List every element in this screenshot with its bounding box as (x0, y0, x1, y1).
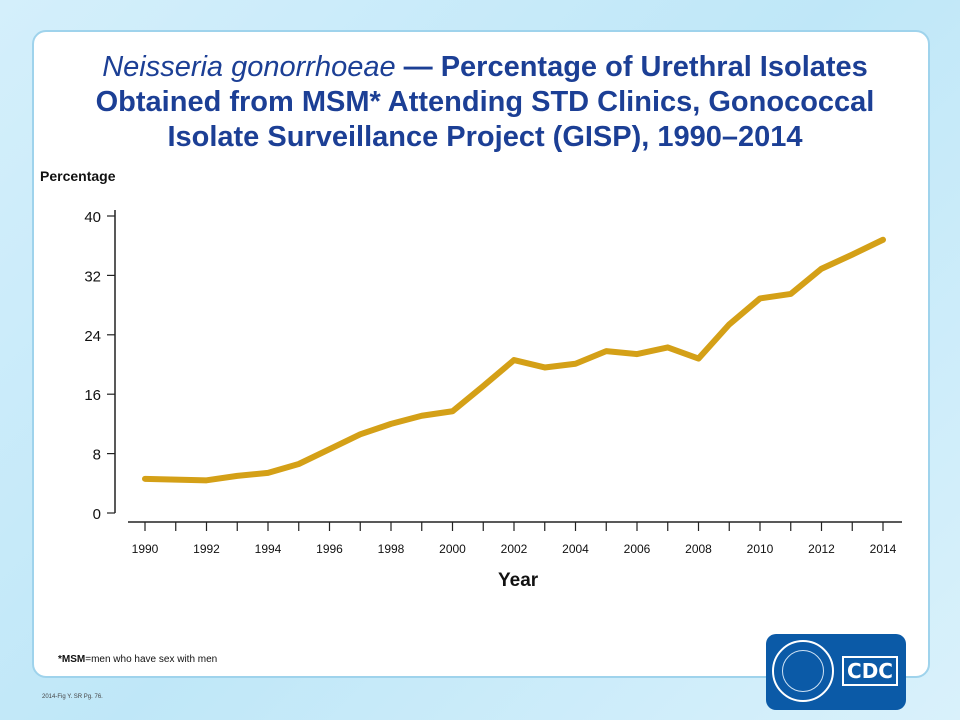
x-tick-label: 2004 (562, 542, 589, 556)
x-axis-label: Year (498, 570, 539, 591)
data-point (696, 356, 701, 362)
data-point (204, 477, 209, 483)
slide-panel (32, 30, 930, 678)
x-tick-label: 2014 (870, 542, 897, 556)
chart-title: Neisseria gonorrhoeae — Percentage of Ur… (60, 50, 910, 155)
y-tick-label: 40 (84, 209, 101, 226)
y-tick-label: 0 (93, 506, 101, 523)
cdc-logo-text: CDC (842, 656, 898, 686)
data-point (450, 408, 455, 414)
hhs-seal-icon (772, 640, 834, 702)
data-point (542, 364, 548, 370)
x-tick-label: 2006 (624, 542, 651, 556)
data-point (880, 237, 886, 243)
data-point (849, 252, 855, 258)
data-point (357, 431, 363, 437)
footnote: *MSM=men who have sex with men (58, 654, 217, 665)
x-tick-label: 2008 (685, 542, 712, 556)
x-tick-label: 1994 (255, 542, 282, 556)
data-point (234, 473, 240, 479)
cdc-logo: CDC (766, 634, 906, 710)
data-point (757, 295, 763, 301)
data-point (296, 461, 302, 467)
data-point (573, 361, 578, 367)
title-organism: Neisseria gonorrhoeae (102, 51, 396, 83)
data-point (665, 344, 671, 350)
data-point (480, 383, 486, 389)
data-point (388, 421, 394, 427)
data-point (327, 446, 332, 452)
data-point (819, 266, 824, 272)
footnote-definition: =men who have sex with men (85, 654, 218, 665)
x-tick-label: 2012 (808, 542, 835, 556)
title-text: — Percentage of Urethral Isolates Obtain… (95, 51, 875, 153)
data-point (511, 357, 517, 363)
data-point (419, 413, 425, 419)
data-point (603, 348, 609, 354)
data-point (726, 321, 732, 327)
x-tick-label: 1992 (193, 542, 220, 556)
data-point (788, 291, 794, 297)
y-tick-label: 8 (93, 447, 101, 464)
x-tick-label: 1990 (132, 542, 159, 556)
footnote-term: *MSM (58, 654, 86, 665)
x-tick-label: 2010 (747, 542, 774, 556)
slide-reference: 2014-Fig Y. SR Pg. 76. (42, 694, 103, 700)
x-tick-label: 1998 (378, 542, 405, 556)
y-tick-label: 32 (84, 268, 101, 285)
data-point (142, 476, 148, 482)
y-tick-label: 24 (84, 328, 101, 345)
y-axis-label: Percentage (40, 168, 116, 184)
data-point (265, 470, 271, 476)
x-tick-label: 1996 (316, 542, 343, 556)
x-tick-label: 2002 (501, 542, 528, 556)
data-point (634, 351, 640, 357)
data-point (173, 477, 179, 483)
x-tick-label: 2000 (439, 542, 466, 556)
y-tick-label: 16 (84, 387, 101, 404)
